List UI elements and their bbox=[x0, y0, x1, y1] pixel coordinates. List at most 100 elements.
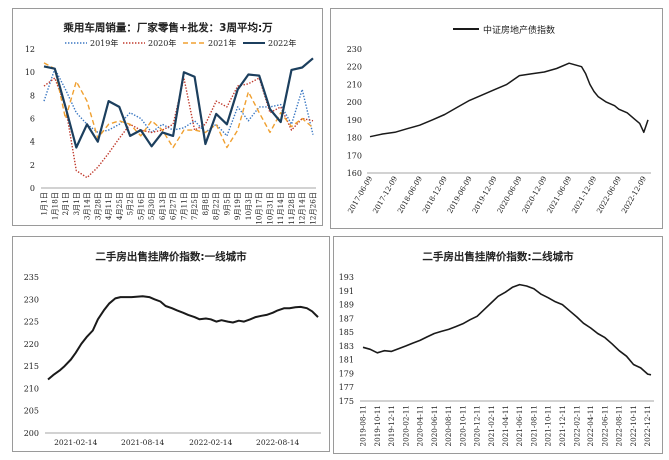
chart-1-legend-label: 2021年 bbox=[208, 38, 236, 48]
chart-2-x-tick: 2020-12-09 bbox=[520, 174, 549, 215]
chart-3-y-tick: 215 bbox=[24, 362, 39, 371]
chart-1-x-tick: 10月3日 bbox=[244, 192, 253, 220]
chart-2-x-tick: 2020-06-09 bbox=[495, 174, 524, 215]
chart-1-x-tick: 6月27日 bbox=[169, 192, 178, 220]
chart-1-y-tick: 2 bbox=[30, 161, 35, 170]
chart-1-x-tick: 5月2日 bbox=[126, 192, 135, 216]
chart-4-x-tick: 2021-10-11 bbox=[544, 405, 553, 446]
chart-4-x-tick: 2020-12-11 bbox=[473, 405, 482, 446]
chart-4-x-tick: 2021-02-11 bbox=[487, 405, 496, 446]
chart-4-y-tick: 191 bbox=[339, 287, 354, 296]
chart-2-y-tick: 180 bbox=[347, 134, 362, 143]
chart-1-x-tick: 3月28日 bbox=[93, 192, 102, 220]
chart-1-x-tick: 4月11日 bbox=[104, 192, 113, 220]
chart-2-y-tick: 230 bbox=[347, 45, 362, 54]
chart-2-x-tick: 2022-06-09 bbox=[595, 174, 624, 215]
chart-1-x-tick: 3月1日 bbox=[72, 192, 81, 216]
chart-1-x-tick: 4月25日 bbox=[115, 192, 124, 220]
chart-1-legend-label: 2022年 bbox=[268, 38, 296, 48]
chart-4-x-tick: 2020-02-11 bbox=[402, 405, 411, 446]
chart-1-legend-item: 2022年 bbox=[243, 38, 296, 48]
chart-4-x-tick: 2022-06-11 bbox=[600, 405, 609, 446]
chart-1-x-tick: 1月18日 bbox=[50, 192, 59, 220]
chart-3-x-tick: 2022-02-14 bbox=[189, 438, 232, 447]
chart-3-x-tick: 2021-02-14 bbox=[54, 438, 97, 447]
chart-4-y-tick: 177 bbox=[339, 383, 354, 392]
chart-2-svg: 160 170 180 190 200 210 220 230 2017-06-092017-1… bbox=[346, 24, 651, 215]
chart-1-x-tick: 9月5日 bbox=[222, 192, 231, 216]
chart-4-x-tick: 2020-10-11 bbox=[458, 405, 467, 446]
chart-2-y-tick: 190 bbox=[347, 116, 362, 125]
chart-3-y-tick: 225 bbox=[24, 318, 39, 327]
chart-2-y-tick: 220 bbox=[347, 63, 362, 72]
chart-4-x-tick: 2019-10-11 bbox=[373, 405, 382, 446]
chart-2-legend-item: 中证房地产债指数 bbox=[453, 24, 555, 36]
chart-1-series-line-2021年 bbox=[43, 62, 314, 149]
chart-1-x-tick: 3月14日 bbox=[83, 192, 92, 220]
chart-1-x-tick: 11月14日 bbox=[276, 192, 285, 225]
chart-1-y-tick: 12 bbox=[25, 45, 35, 54]
chart-4-y-tick: 179 bbox=[339, 369, 354, 378]
chart-1-y-tick: 8 bbox=[30, 91, 35, 100]
chart-3-y-tick: 205 bbox=[24, 407, 39, 416]
chart-1-title: 乘用车周销量：厂家零售+批发：3周平均:万 bbox=[62, 21, 273, 34]
chart-4-svg: 二手房出售挂牌价指数:二线城市 175 177 179 181 183 185 187 189 1… bbox=[339, 250, 654, 446]
chart-4-x-tick: 2019-08-11 bbox=[359, 405, 368, 446]
weekly-car-sales-chart-panel: 乘用车周销量：厂家零售+批发：3周平均:万 0 2 4 6 8 10 12 1月1日 1月18日 2… bbox=[12, 8, 323, 226]
chart-2-x-tick: 2019-06-09 bbox=[445, 174, 474, 215]
chart-1-x-tick: 11月28日 bbox=[287, 192, 296, 225]
chart-2-y-tick: 200 bbox=[347, 98, 362, 107]
chart-1-legend-label: 2020年 bbox=[148, 38, 176, 48]
chart-1-x-tick: 9月19日 bbox=[233, 192, 242, 220]
chart-4-y-tick: 185 bbox=[339, 328, 354, 337]
chart-1-legend-item: 2021年 bbox=[183, 38, 236, 48]
chart-2-x-tick: 2018-12-09 bbox=[420, 174, 449, 215]
chart-1-series-line-2020年 bbox=[43, 77, 314, 179]
chart-4-series-line bbox=[362, 283, 652, 376]
chart-4-y-tick: 187 bbox=[339, 314, 354, 323]
chart-2-series-line bbox=[369, 62, 649, 138]
chart-3-svg: 二手房出售挂牌价指数:一线城市 200 205 210 215 220 225 230 235 2… bbox=[24, 250, 321, 447]
chart-1-x-tick: 1月1日 bbox=[40, 192, 49, 216]
chart-1-x-tick: 8月8日 bbox=[201, 192, 210, 216]
chart-1-x-tick: 7月11日 bbox=[179, 192, 188, 220]
chart-3-y-tick: 200 bbox=[24, 429, 39, 438]
chart-1-x-tick: 12月14日 bbox=[298, 192, 307, 225]
chart-4-x-tick: 2021-04-11 bbox=[501, 405, 510, 446]
chart-2-y-tick: 160 bbox=[347, 169, 362, 178]
chart-1-y-tick: 6 bbox=[30, 115, 35, 124]
chart-4-x-tick: 2020-08-11 bbox=[444, 405, 453, 446]
tier2-city-listing-price-chart-panel: 二手房出售挂牌价指数:二线城市 175 177 179 181 183 185 187 189 1… bbox=[333, 236, 663, 454]
chart-4-x-tick: 2020-06-11 bbox=[430, 405, 439, 446]
chart-4-y-tick: 175 bbox=[339, 397, 354, 406]
chart-3-y-tick: 220 bbox=[24, 340, 39, 349]
chart-4-x-tick: 2022-10-11 bbox=[629, 405, 638, 446]
chart-1-y-tick: 0 bbox=[30, 184, 35, 193]
chart-3-x-tick: 2021-08-14 bbox=[121, 438, 164, 447]
chart-1-x-tick: 7月25日 bbox=[190, 192, 199, 220]
chart-4-y-tick: 189 bbox=[339, 301, 354, 310]
chart-2-x-tick: 2022-12-09 bbox=[619, 174, 648, 215]
chart-2-legend-label: 中证房地产债指数 bbox=[483, 24, 555, 36]
chart-1-x-tick: 6月13日 bbox=[158, 192, 167, 220]
chart-2-x-tick: 2017-06-09 bbox=[346, 174, 375, 215]
tier1-city-listing-price-chart-panel: 二手房出售挂牌价指数:一线城市 200 205 210 215 220 225 230 235 2… bbox=[12, 236, 330, 452]
chart-1-legend-item: 2019年 bbox=[65, 38, 118, 48]
chart-2-x-tick: 2017-12-09 bbox=[371, 174, 400, 215]
chart-1-x-tick: 5月16日 bbox=[136, 192, 145, 220]
chart-4-x-tick: 2021-06-11 bbox=[515, 405, 524, 446]
chart-1-x-tick: 10月31日 bbox=[265, 192, 274, 225]
chart-3-y-tick: 210 bbox=[24, 384, 39, 393]
chart-3-series-line bbox=[47, 295, 319, 381]
chart-1-x-tick: 10月17日 bbox=[255, 192, 264, 225]
chart-1-legend-label: 2019年 bbox=[90, 38, 118, 48]
chart-1-x-tick: 5月30日 bbox=[147, 192, 156, 220]
chart-4-y-tick: 193 bbox=[339, 273, 354, 282]
chart-4-x-tick: 2022-04-11 bbox=[586, 405, 595, 446]
chart-4-x-tick: 2022-12-11 bbox=[643, 405, 652, 446]
chart-2-x-tick: 2021-06-09 bbox=[545, 174, 574, 215]
chart-3-title: 二手房出售挂牌价指数:一线城市 bbox=[95, 250, 247, 263]
chart-4-x-tick: 2022-08-11 bbox=[615, 405, 624, 446]
chart-3-y-tick: 230 bbox=[24, 295, 39, 304]
